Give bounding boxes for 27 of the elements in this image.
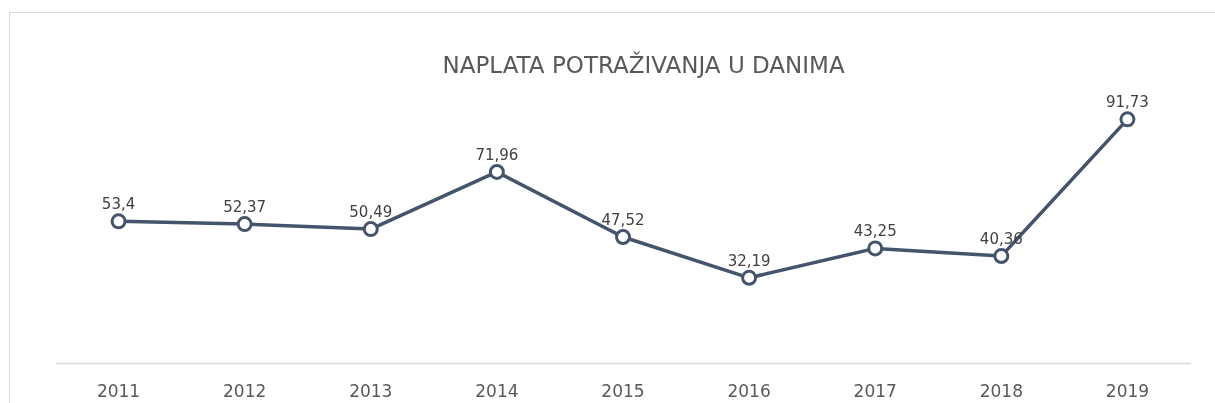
x-tick-label: 2019 (1105, 380, 1150, 401)
point (110, 213, 127, 230)
data-label: 32,19 (727, 251, 771, 270)
x-tick-label: 2012 (223, 380, 267, 401)
data-label: 91,73 (1105, 93, 1149, 112)
x-tick-label: 2014 (475, 380, 519, 401)
point (867, 240, 884, 257)
data-label: 50,49 (349, 203, 393, 222)
data-label: 47,52 (601, 211, 645, 230)
x-tick-label: 2013 (349, 380, 393, 401)
x-tick-label: 2018 (979, 380, 1023, 401)
x-tick-label: 2016 (727, 380, 771, 401)
point (362, 221, 379, 238)
x-tick-label: 2015 (601, 380, 645, 401)
x-tick-label: 2011 (96, 380, 141, 401)
chart-title: NAPLATA POTRAŽIVANJA U DANIMA (442, 50, 845, 78)
point (1119, 111, 1136, 128)
point (615, 229, 631, 245)
point (993, 248, 1010, 265)
data-label: 52,37 (223, 198, 267, 217)
x-tick-label: 2017 (853, 380, 897, 401)
point (488, 163, 505, 180)
data-label: 53,4 (101, 195, 136, 214)
point (741, 269, 758, 286)
data-label: 71,96 (475, 145, 519, 164)
data-label: 43,25 (853, 222, 897, 241)
point (236, 216, 253, 233)
